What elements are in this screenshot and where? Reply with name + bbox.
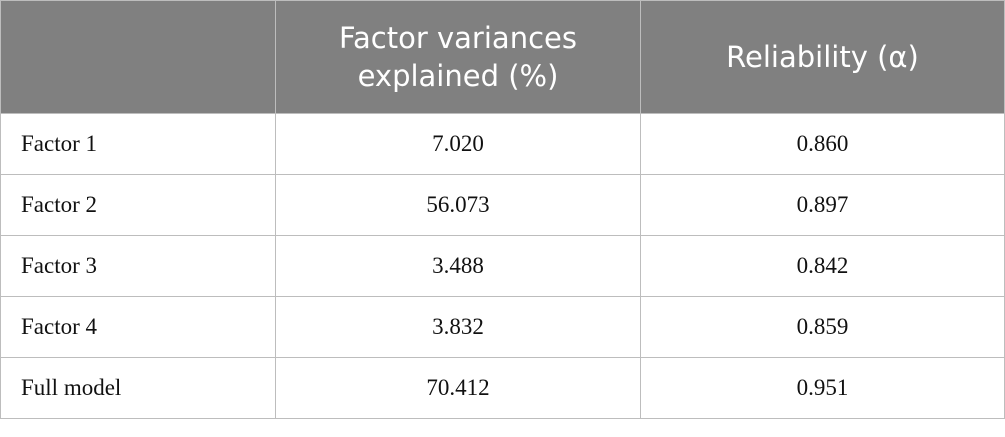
value-cell: 0.860: [640, 113, 1005, 175]
row-label: Full model: [0, 357, 276, 419]
value-cell: 0.859: [640, 296, 1005, 358]
header-cell: Reliability (α): [640, 0, 1005, 114]
value-cell: 56.073: [275, 174, 641, 236]
table-row: Factor 4 3.832 0.859: [0, 296, 1005, 358]
row-label: Factor 2: [0, 174, 276, 236]
data-table: Factor variances explained (%) Reliabili…: [0, 0, 1005, 419]
value-cell: 3.832: [275, 296, 641, 358]
header-cell: [0, 0, 276, 114]
value-cell: 70.412: [275, 357, 641, 419]
header-row: Factor variances explained (%) Reliabili…: [0, 0, 1005, 114]
value-cell: 0.842: [640, 235, 1005, 297]
value-cell: 0.951: [640, 357, 1005, 419]
table-header: Factor variances explained (%) Reliabili…: [0, 0, 1005, 114]
value-cell: 0.897: [640, 174, 1005, 236]
table-row: Full model 70.412 0.951: [0, 357, 1005, 419]
row-label: Factor 1: [0, 113, 276, 175]
table-body: Factor 1 7.020 0.860 Factor 2 56.073 0.897 Fac…: [0, 113, 1005, 419]
row-label: Factor 3: [0, 235, 276, 297]
row-label: Factor 4: [0, 296, 276, 358]
header-cell: Factor variances explained (%): [275, 0, 641, 114]
value-cell: 7.020: [275, 113, 641, 175]
table-row: Factor 3 3.488 0.842: [0, 235, 1005, 297]
value-cell: 3.488: [275, 235, 641, 297]
table-row: Factor 1 7.020 0.860: [0, 113, 1005, 175]
table-row: Factor 2 56.073 0.897: [0, 174, 1005, 236]
